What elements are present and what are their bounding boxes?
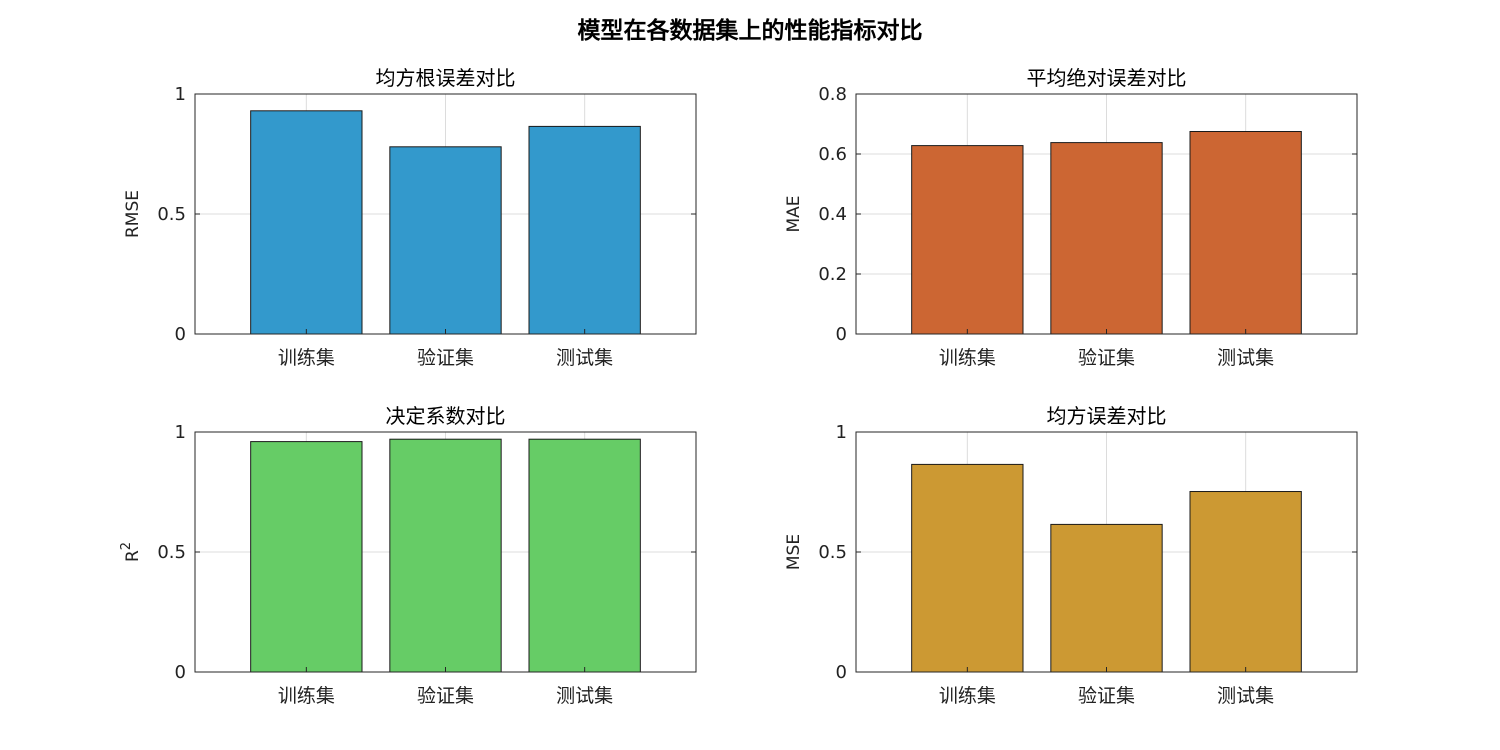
xtick-label-mae-1: 验证集 bbox=[1078, 347, 1135, 369]
bar-rmse-1 bbox=[389, 146, 502, 335]
ytick-label-mse-2: 1 bbox=[836, 422, 847, 443]
xtick-label-rmse-2: 测试集 bbox=[556, 347, 613, 369]
bar-mae-1 bbox=[1050, 142, 1163, 335]
axes-r2: 0 0.5 1 训练集 验证集 测试集 决定系数对比 R2 bbox=[119, 404, 697, 707]
ytick-label-mse-0: 0 bbox=[836, 662, 847, 683]
xtick-label-r2-0: 训练集 bbox=[278, 685, 335, 707]
ytick-label-r2-1: 0.5 bbox=[157, 542, 186, 563]
ylabel-mse: MSE bbox=[784, 534, 804, 570]
xtick-label-mse-0: 训练集 bbox=[939, 685, 996, 707]
ylabel-text-mae: MAE bbox=[784, 195, 804, 232]
ytick-label-rmse-1: 0.5 bbox=[157, 204, 186, 225]
xtick-label-mse-2: 测试集 bbox=[1217, 685, 1274, 707]
ytick-label-rmse-0: 0 bbox=[175, 324, 186, 345]
ylabel-mae: MAE bbox=[784, 195, 804, 232]
ytick-label-mae-4: 0.8 bbox=[818, 84, 847, 105]
axes-title-mae: 平均绝对误差对比 bbox=[1027, 66, 1187, 90]
bar-mae-0 bbox=[911, 145, 1024, 335]
axes-rmse: 0 0.5 1 训练集 验证集 测试集 均方根误差对比 RMSE bbox=[123, 66, 697, 369]
figure-title: 模型在各数据集上的性能指标对比 bbox=[578, 17, 923, 44]
bar-r2-2 bbox=[528, 438, 641, 673]
xtick-label-r2-1: 验证集 bbox=[417, 685, 474, 707]
ylabel-text-mse: MSE bbox=[784, 534, 804, 570]
bar-rmse-0 bbox=[250, 110, 363, 335]
xtick-label-mse-1: 验证集 bbox=[1078, 685, 1135, 707]
xtick-label-rmse-0: 训练集 bbox=[278, 347, 335, 369]
ytick-label-mae-3: 0.6 bbox=[818, 144, 847, 165]
xtick-label-rmse-1: 验证集 bbox=[417, 347, 474, 369]
xtick-label-mae-2: 测试集 bbox=[1217, 347, 1274, 369]
bar-r2-1 bbox=[389, 438, 502, 673]
ytick-label-mse-1: 0.5 bbox=[818, 542, 847, 563]
ytick-label-mae-1: 0.2 bbox=[818, 264, 847, 285]
ytick-label-r2-2: 1 bbox=[175, 422, 186, 443]
axes-title-rmse: 均方根误差对比 bbox=[376, 66, 516, 90]
ytick-label-r2-0: 0 bbox=[175, 662, 186, 683]
xtick-label-mae-0: 训练集 bbox=[939, 347, 996, 369]
ylabel-superscript-r2: 2 bbox=[119, 542, 134, 550]
bar-mse-2 bbox=[1189, 491, 1302, 673]
bar-rmse-2 bbox=[528, 125, 641, 335]
ylabel-r2: R2 bbox=[119, 542, 143, 562]
ylabel-text-r2: R bbox=[123, 550, 143, 562]
ytick-label-mae-0: 0 bbox=[836, 324, 847, 345]
bar-mse-1 bbox=[1050, 523, 1163, 673]
bar-r2-0 bbox=[250, 441, 363, 673]
ytick-label-rmse-2: 1 bbox=[175, 84, 186, 105]
xtick-label-r2-2: 测试集 bbox=[556, 685, 613, 707]
ylabel-text-rmse: RMSE bbox=[123, 190, 143, 238]
axes-mse: 0 0.5 1 训练集 验证集 测试集 均方误差对比 MSE bbox=[784, 404, 1358, 707]
bar-mae-2 bbox=[1189, 131, 1302, 335]
ytick-label-mae-2: 0.4 bbox=[818, 204, 847, 225]
ylabel-rmse: RMSE bbox=[123, 190, 143, 238]
bar-mse-0 bbox=[911, 463, 1024, 673]
axes-title-mse: 均方误差对比 bbox=[1047, 404, 1167, 428]
axes-mae: 0 0.2 0.4 0.6 0.8 训练集 验证集 测试集 平均绝对误差对比 MAE bbox=[784, 66, 1358, 369]
axes-title-r2: 决定系数对比 bbox=[386, 404, 506, 428]
